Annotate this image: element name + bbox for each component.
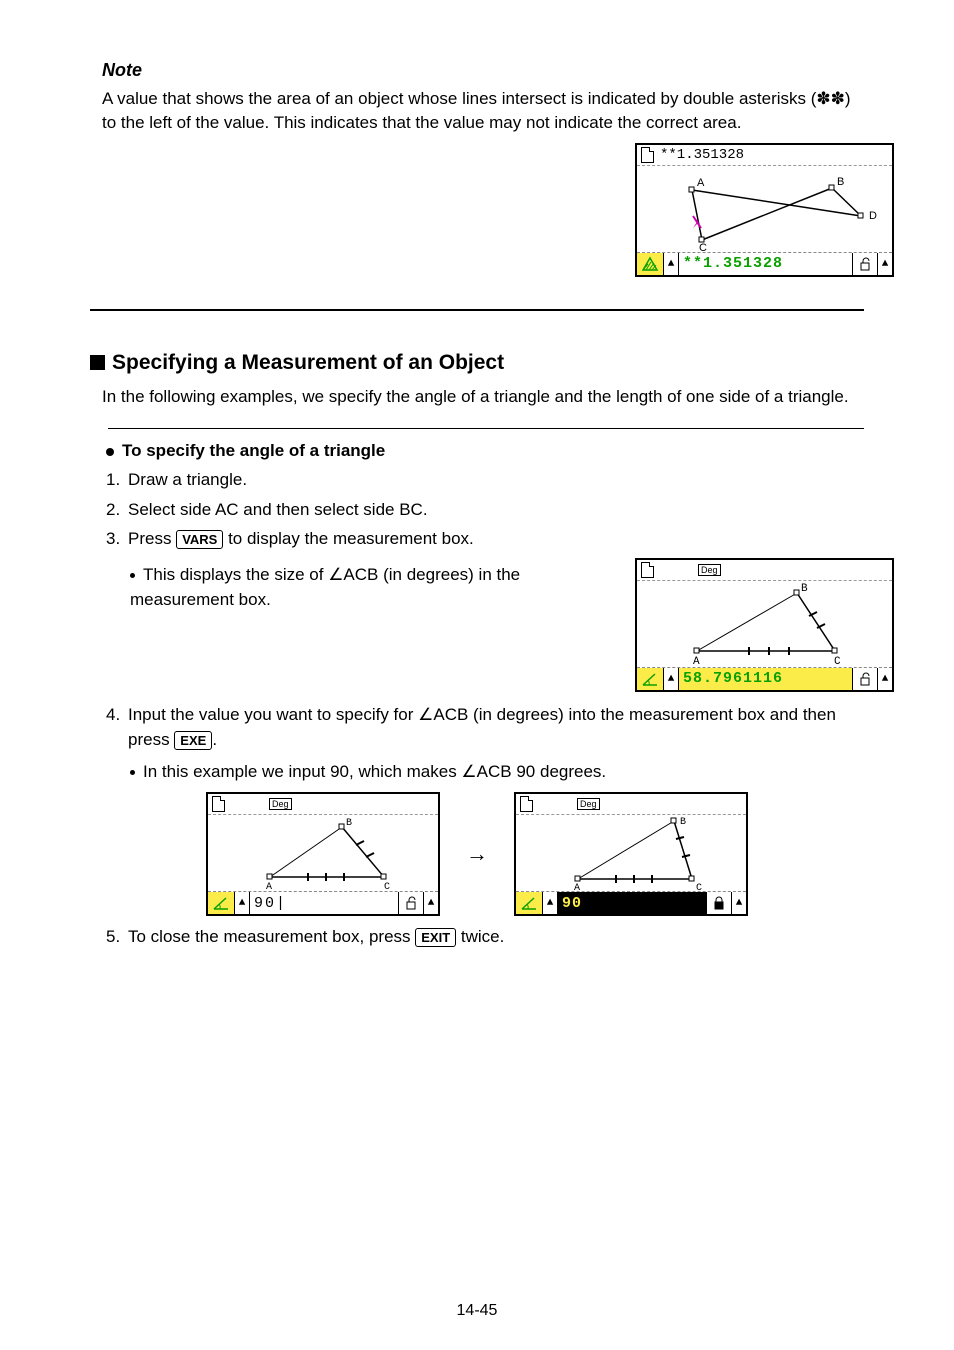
vars-key: VARS (176, 530, 223, 549)
doc-icon (641, 147, 654, 163)
doc-icon (641, 562, 654, 578)
step-5: 5. To close the measurement box, press E… (106, 924, 864, 950)
up-arrow-icon: ▲ (664, 668, 679, 690)
up-arrow-icon: ▲ (543, 892, 558, 914)
up-triangle-icon: ▲ (423, 892, 438, 914)
doc-icon (212, 796, 225, 812)
up-triangle-icon: ▲ (877, 668, 892, 690)
svg-text:B: B (346, 818, 352, 829)
note-heading: Note (102, 60, 864, 81)
svg-text:B: B (801, 583, 808, 595)
sub-divider (108, 428, 864, 429)
unlock-icon (398, 892, 423, 914)
step-4: 4. Input the value you want to specify f… (106, 702, 864, 753)
exit-key: EXIT (415, 928, 456, 947)
step4-bullet: In this example we input 90, which makes… (130, 759, 864, 785)
deg-badge: Deg (269, 798, 292, 810)
svg-text:A: A (266, 882, 272, 891)
calc-top-value: **1.351328 (660, 147, 744, 163)
up-arrow-icon: ▲ (235, 892, 250, 914)
calc-screen-angle1: Deg (635, 558, 894, 692)
calc-screen-result: Deg A B C (514, 792, 748, 916)
section-square-bullet (90, 355, 105, 370)
calc-result-canvas: A B C (516, 815, 746, 891)
svg-text:B: B (680, 817, 686, 828)
arrow-icon: → (466, 841, 488, 867)
exe-key: EXE (174, 731, 212, 750)
step-1: 1.Draw a triangle. (106, 467, 864, 493)
calc-bottom-value: **1.351328 (679, 253, 852, 275)
unlock-icon (852, 253, 877, 275)
section-intro: In the following examples, we specify th… (102, 385, 864, 409)
sub-heading: To specify the angle of a triangle (106, 441, 864, 461)
deg-badge: Deg (577, 798, 600, 810)
deg-badge: Deg (698, 564, 721, 576)
lock-icon (706, 892, 731, 914)
svg-text:A: A (693, 656, 700, 667)
page-number: 14-45 (0, 1302, 954, 1320)
note-body: A value that shows the area of an object… (102, 87, 864, 135)
up-arrow-icon: ▲ (664, 253, 679, 275)
area-icon (637, 253, 664, 275)
calc-screen-input: Deg A B C (206, 792, 440, 916)
svg-text:C: C (384, 882, 390, 891)
angle-icon (208, 892, 235, 914)
svg-text:A: A (697, 177, 705, 189)
svg-text:C: C (696, 883, 702, 891)
step-2: 2.Select side AC and then select side BC… (106, 497, 864, 523)
svg-text:D: D (869, 210, 877, 222)
step3-bullet: This displays the size of ∠ACB (in degre… (130, 562, 615, 613)
calc-angle1-value: 58.7961116 (679, 668, 852, 690)
calc-input-canvas: A B C (208, 815, 438, 891)
angle-icon (516, 892, 543, 914)
doc-icon (520, 796, 533, 812)
svg-text:B: B (837, 176, 844, 188)
calc-result-value: 90 (558, 892, 706, 914)
section-title: Specifying a Measurement of an Object (112, 351, 504, 375)
up-triangle-icon: ▲ (731, 892, 746, 914)
svg-text:C: C (834, 656, 841, 667)
svg-text:C: C (699, 242, 707, 252)
svg-text:A: A (574, 883, 580, 891)
step-3: 3. Press VARS to display the measurement… (106, 526, 864, 552)
calc-screen-intersect: **1.351328 A B C D (635, 143, 894, 277)
unlock-icon (852, 668, 877, 690)
calc-intersect-canvas: A B C D (637, 166, 892, 252)
figure-intersect-wrapper: **1.351328 A B C D (90, 143, 894, 277)
calc-input-value: 90| (250, 892, 398, 914)
section-divider (90, 309, 864, 311)
calc-angle1-canvas: A B C (637, 581, 892, 667)
angle-icon (637, 668, 664, 690)
up-triangle-icon: ▲ (877, 253, 892, 275)
